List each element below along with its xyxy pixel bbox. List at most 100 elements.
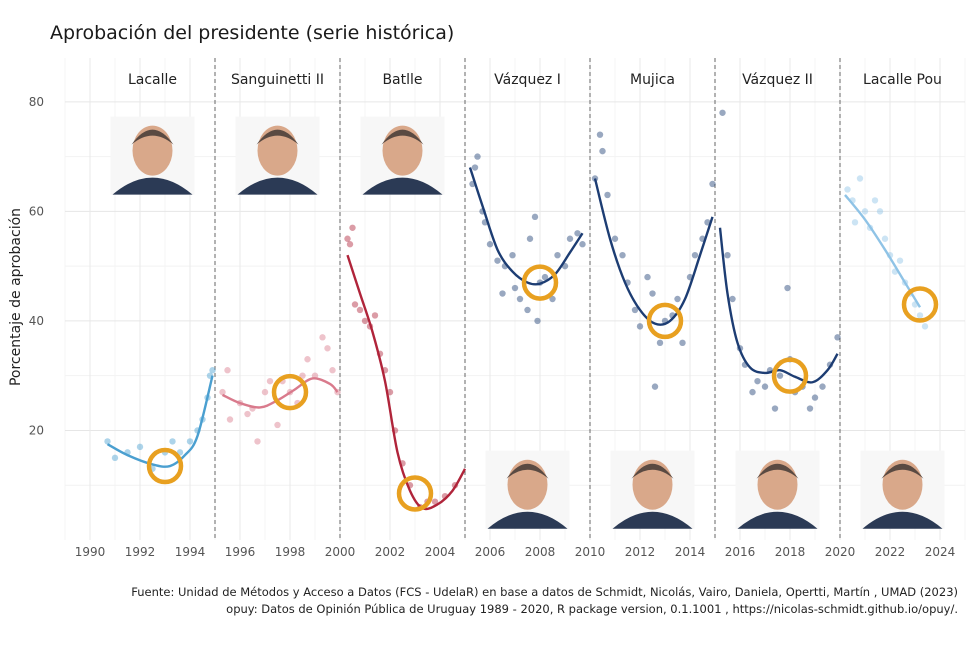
x-tick-label: 2018 bbox=[775, 545, 806, 559]
data-point bbox=[226, 416, 234, 423]
president-portrait bbox=[735, 450, 820, 529]
x-tick-label: 2000 bbox=[325, 545, 356, 559]
data-point bbox=[266, 377, 274, 385]
portrait-hair bbox=[256, 129, 299, 145]
portrait-shoulders bbox=[112, 177, 193, 195]
data-point bbox=[351, 301, 359, 308]
data-point bbox=[324, 345, 331, 352]
data-point bbox=[244, 410, 251, 418]
data-point bbox=[299, 372, 306, 379]
highlight-ring bbox=[271, 373, 309, 411]
x-tick-label: 2016 bbox=[725, 545, 756, 559]
data-point bbox=[896, 257, 904, 264]
portrait-shoulders bbox=[737, 511, 818, 529]
x-tick-label: 1994 bbox=[175, 545, 206, 559]
highlight-ring bbox=[521, 264, 559, 301]
y-tick-label: 60 bbox=[29, 204, 44, 218]
data-point bbox=[679, 339, 686, 347]
data-point bbox=[254, 438, 261, 445]
data-point bbox=[111, 454, 119, 462]
data-point bbox=[356, 306, 364, 314]
trend-line bbox=[221, 377, 339, 409]
data-point bbox=[644, 273, 651, 281]
trend-line bbox=[468, 167, 584, 286]
portraits bbox=[110, 116, 945, 529]
data-point bbox=[304, 356, 311, 363]
data-point bbox=[474, 153, 481, 160]
highlight-ring bbox=[396, 475, 434, 512]
data-point bbox=[349, 224, 356, 231]
data-point bbox=[749, 388, 756, 396]
chart-title: Aprobación del presidente (serie históri… bbox=[50, 22, 455, 44]
facet-label: Batlle bbox=[382, 72, 422, 88]
x-tick-label: 1996 bbox=[225, 545, 256, 559]
x-tick-label: 2012 bbox=[625, 545, 656, 559]
facet-label: Vázquez I bbox=[494, 72, 561, 88]
highlight-ring bbox=[646, 302, 684, 340]
data-point bbox=[136, 443, 144, 451]
y-tick-label: 80 bbox=[29, 95, 44, 109]
x-tick-label: 1998 bbox=[275, 545, 306, 559]
data-point bbox=[921, 323, 929, 330]
portrait-hair bbox=[506, 463, 549, 479]
data-point bbox=[169, 438, 176, 445]
data-point bbox=[784, 284, 791, 292]
trend-line bbox=[593, 178, 714, 326]
data-point bbox=[729, 295, 736, 303]
x-tick-label: 2008 bbox=[525, 545, 556, 559]
data-point bbox=[549, 295, 556, 303]
portrait-hair bbox=[881, 463, 924, 479]
portrait-face bbox=[382, 125, 423, 176]
data-point bbox=[871, 197, 879, 204]
trend-curves bbox=[106, 167, 922, 511]
president-portrait bbox=[360, 116, 445, 195]
data-point bbox=[219, 388, 226, 396]
source-note: Fuente: Unidad de Métodos y Acceso a Dat… bbox=[131, 584, 958, 618]
facet-label: Lacalle Pou bbox=[863, 72, 942, 88]
data-point bbox=[261, 388, 269, 396]
data-point bbox=[344, 235, 351, 242]
facet-label: Vázquez II bbox=[742, 72, 813, 88]
trend-line bbox=[346, 254, 467, 511]
data-point bbox=[186, 438, 194, 445]
y-axis-ticks: 20 40 60 80 bbox=[29, 95, 44, 438]
portrait-face bbox=[132, 125, 173, 176]
x-tick-label: 2006 bbox=[475, 545, 506, 559]
data-point bbox=[509, 251, 516, 259]
x-tick-label: 2010 bbox=[575, 545, 606, 559]
portrait-shoulders bbox=[362, 177, 443, 195]
data-point bbox=[319, 334, 326, 341]
data-point bbox=[534, 317, 541, 325]
president-portrait bbox=[860, 450, 945, 529]
x-tick-label: 2002 bbox=[375, 545, 406, 559]
data-point bbox=[531, 213, 539, 221]
data-point bbox=[579, 241, 586, 248]
data-point bbox=[604, 191, 611, 199]
source-line-1: Fuente: Unidad de Métodos y Acceso a Dat… bbox=[131, 585, 958, 599]
y-axis-title: Porcentaje de aprobación bbox=[8, 208, 24, 386]
data-point bbox=[511, 284, 519, 292]
highlight-ring bbox=[771, 357, 809, 394]
x-tick-label: 2022 bbox=[875, 545, 906, 559]
president-portrait bbox=[110, 116, 195, 195]
data-point bbox=[566, 235, 574, 242]
x-tick-label: 1990 bbox=[75, 545, 106, 559]
data-point bbox=[834, 334, 841, 341]
data-point bbox=[719, 109, 726, 116]
data-point bbox=[274, 421, 281, 429]
portrait-face bbox=[757, 459, 798, 510]
x-tick-label: 2020 bbox=[825, 545, 856, 559]
y-tick-label: 20 bbox=[29, 423, 44, 437]
data-point bbox=[776, 372, 784, 379]
data-point bbox=[499, 290, 506, 297]
data-point bbox=[611, 235, 619, 242]
portrait-face bbox=[257, 125, 298, 176]
portrait-shoulders bbox=[237, 177, 318, 195]
portrait-face bbox=[882, 459, 923, 510]
portrait-face bbox=[632, 459, 673, 510]
x-tick-label: 2004 bbox=[425, 545, 456, 559]
x-tick-label: 2024 bbox=[925, 545, 956, 559]
data-point bbox=[599, 147, 606, 155]
data-point bbox=[329, 367, 336, 374]
